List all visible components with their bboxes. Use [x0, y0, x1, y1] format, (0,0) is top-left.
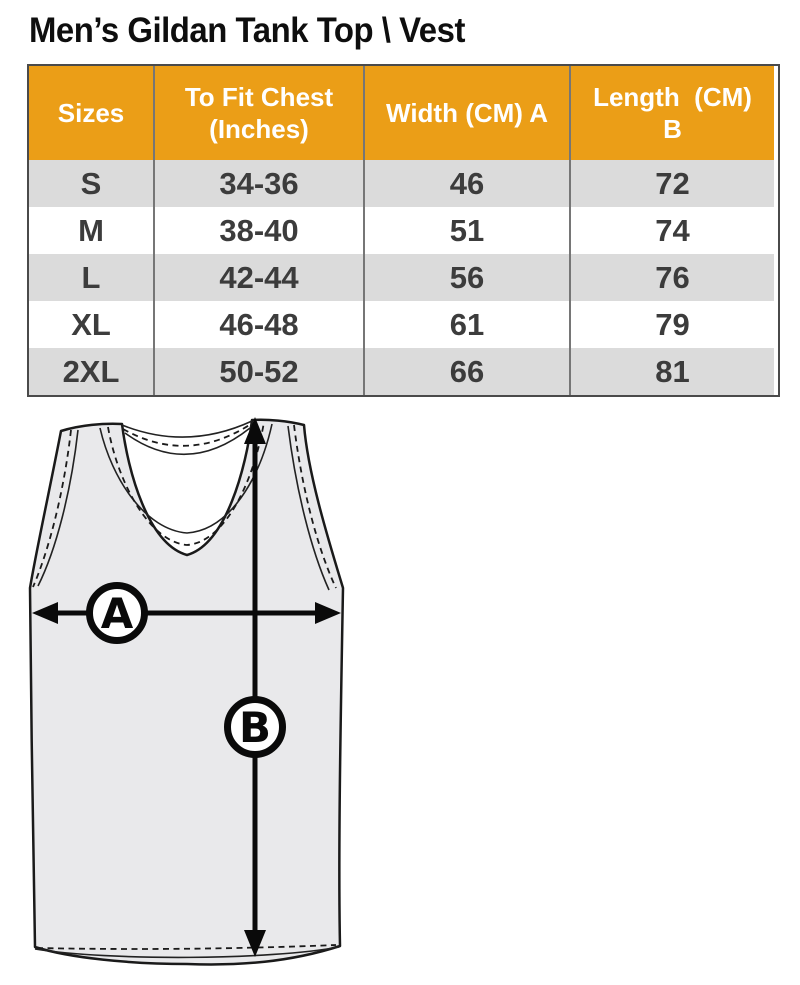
left-armhole-seam	[37, 429, 79, 587]
column-header-length: Length (CM) B	[571, 66, 774, 160]
front-neckline-stitch	[107, 421, 265, 546]
back-neckline-seam	[121, 420, 253, 438]
column-header-chest: To Fit Chest (Inches)	[155, 66, 365, 160]
table-row-cell: XL	[29, 301, 155, 348]
back-neckline-stitch	[122, 423, 252, 447]
length-label-circle	[224, 696, 286, 758]
tank-top-diagram: A B	[28, 417, 345, 966]
table-row-cell: 34-36	[155, 160, 365, 207]
size-table: Sizes To Fit Chest (Inches) Width (CM) A…	[27, 64, 780, 397]
page-title: Men’s Gildan Tank Top \ Vest	[29, 11, 465, 50]
table-row-cell: 66	[365, 348, 571, 395]
length-arrowhead-top	[244, 417, 266, 444]
table-row-cell: 50-52	[155, 348, 365, 395]
header-text: (Inches)	[209, 114, 309, 144]
width-arrowhead-left	[32, 602, 58, 624]
back-neckline-inner-seam	[124, 427, 251, 456]
table-row-cell: 81	[571, 348, 774, 395]
table-row-cell: 61	[365, 301, 571, 348]
table-row-cell: 46	[365, 160, 571, 207]
hem-stitch	[36, 944, 337, 950]
left-armhole-stitch	[32, 429, 72, 588]
table-row-cell: 51	[365, 207, 571, 254]
column-header-sizes: Sizes	[29, 66, 155, 160]
table-row-cell: S	[29, 160, 155, 207]
table-row-cell: L	[29, 254, 155, 301]
column-header-width: Width (CM) A	[365, 66, 571, 160]
table-row-cell: 46-48	[155, 301, 365, 348]
width-measure-label: A	[101, 589, 134, 638]
width-arrowhead-right	[315, 602, 341, 624]
header-text: Width (CM) A	[386, 97, 548, 128]
width-label-circle	[86, 582, 148, 644]
table-row-cell: 72	[571, 160, 774, 207]
table-row-cell: 79	[571, 301, 774, 348]
right-armhole-stitch	[293, 424, 337, 589]
header-text: To Fit Chest	[184, 81, 334, 112]
garment-outline	[28, 418, 345, 966]
header-text: B	[663, 114, 682, 144]
table-row-cell: 2XL	[29, 348, 155, 395]
length-arrowhead-bottom	[244, 930, 266, 957]
header-text: Sizes	[57, 97, 125, 128]
table-row-cell: 76	[571, 254, 774, 301]
table-row-cell: 38-40	[155, 207, 365, 254]
hem-fold-line	[34, 946, 340, 959]
table-row-cell: 74	[571, 207, 774, 254]
table-row-cell: 42-44	[155, 254, 365, 301]
header-text: Length (CM)	[593, 81, 752, 112]
length-measure-label: B	[239, 703, 271, 752]
table-row-cell: 56	[365, 254, 571, 301]
right-armhole-seam	[287, 425, 330, 591]
table-row-cell: M	[29, 207, 155, 254]
